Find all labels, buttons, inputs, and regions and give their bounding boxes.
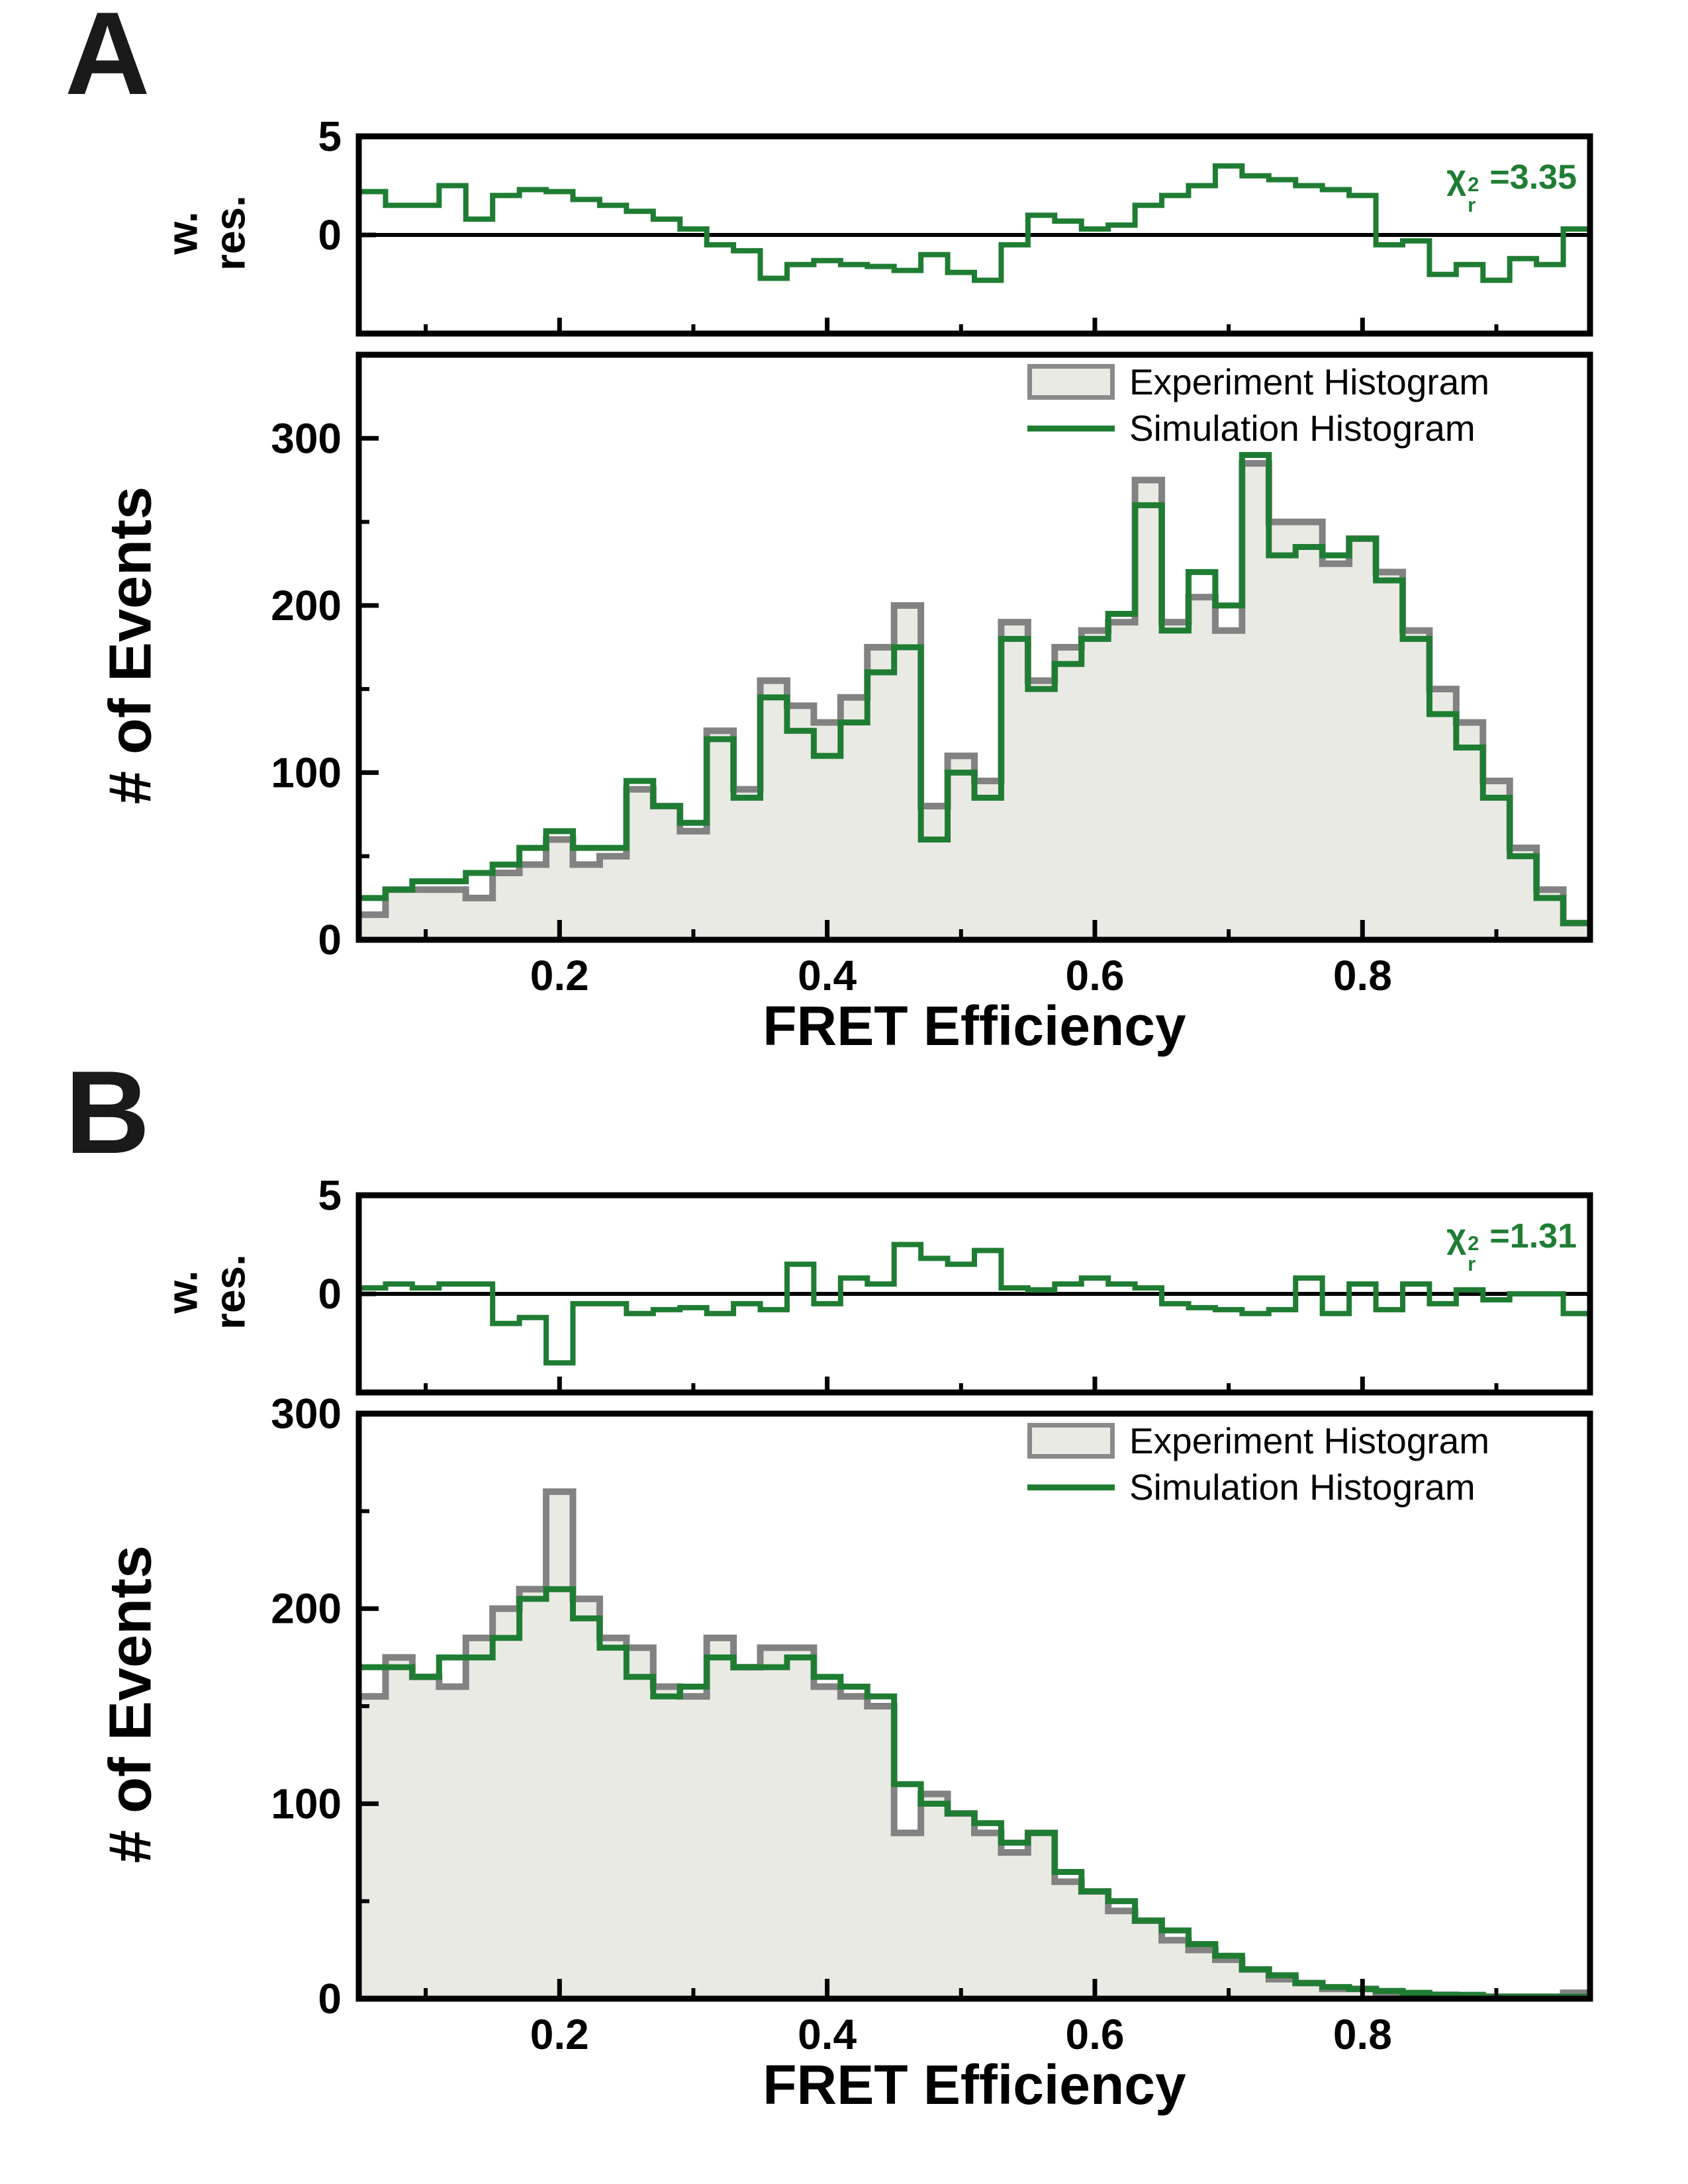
- residuals-plot: 05: [318, 113, 1593, 337]
- plot-frame: [355, 351, 1593, 943]
- chi-equals: =: [1489, 158, 1510, 197]
- experiment-swatch: [1027, 1423, 1115, 1459]
- simulation-line-icon: [1027, 425, 1115, 432]
- chi-squared-annotation: χ 2 r =1.31: [1446, 1216, 1577, 1275]
- experiment-fill: [359, 1491, 1590, 1999]
- legend-simulation-label: Simulation Histogram: [1129, 408, 1476, 449]
- legend-experiment-label: Experiment Histogram: [1129, 1420, 1490, 1461]
- legend: Experiment Histogram Simulation Histogra…: [1027, 361, 1489, 449]
- residuals-step-line: [359, 163, 1590, 283]
- y-tick-label: 200: [271, 582, 342, 629]
- simulation-step-line: [359, 452, 1590, 927]
- legend-simulation-label: Simulation Histogram: [1129, 1467, 1476, 1508]
- y-tick-label: 0: [318, 916, 342, 964]
- y-axis-label: # of Events: [97, 1545, 164, 1864]
- y-tick-label: 300: [271, 1390, 342, 1437]
- x-tick-label: 0.2: [530, 952, 589, 999]
- simulation-step-line: [359, 1586, 1590, 2000]
- experiment-fill: [359, 463, 1590, 940]
- y-tick-label: 0: [318, 211, 342, 259]
- legend-experiment-label: Experiment Histogram: [1129, 361, 1490, 402]
- chi-squared-annotation: χ 2 r =3.35: [1446, 158, 1577, 216]
- x-tick-label: 0.2: [530, 2011, 589, 2058]
- histogram-plot: 0 100 200 300 0.2 0.4 0.6 0.8: [271, 351, 1593, 999]
- simulation-swatch: [1027, 410, 1115, 446]
- x-tick-label: 0.6: [1065, 952, 1124, 999]
- residuals-step-line: [359, 1242, 1590, 1366]
- x-tick-label: 0.8: [1333, 2011, 1392, 2058]
- x-tick-label: 0.6: [1065, 2011, 1124, 2058]
- simulation-swatch: [1027, 1469, 1115, 1505]
- experiment-swatch: [1027, 364, 1115, 400]
- chi-symbol: χ: [1446, 158, 1467, 197]
- y-tick-label: 200: [271, 1585, 342, 1633]
- legend-entry-simulation: Simulation Histogram: [1027, 408, 1489, 449]
- x-axis-label: FRET Efficiency: [763, 995, 1186, 1057]
- legend-entry-simulation: Simulation Histogram: [1027, 1467, 1489, 1508]
- x-tick-label: 0.4: [798, 2011, 857, 2058]
- panel-letter: B: [65, 1046, 150, 1178]
- y-tick-label: 100: [271, 1780, 342, 1827]
- x-tick-label: 0.8: [1333, 952, 1392, 999]
- chi-symbol: χ: [1446, 1217, 1467, 1255]
- chi-equals: =: [1489, 1217, 1510, 1255]
- x-tick-label: 0.4: [798, 952, 857, 999]
- y-tick-label: 5: [318, 113, 342, 160]
- y-tick-label: 100: [271, 749, 342, 796]
- panel-letter: A: [65, 0, 150, 119]
- chi-value: 1.31: [1509, 1217, 1577, 1255]
- legend-entry-experiment: Experiment Histogram: [1027, 361, 1489, 402]
- y-tick-label: 300: [271, 414, 342, 462]
- simulation-line-icon: [1027, 1484, 1115, 1490]
- legend: Experiment Histogram Simulation Histogra…: [1027, 1420, 1489, 1508]
- y-axis-label: # of Events: [97, 486, 164, 805]
- y-tick-label: 0: [318, 1270, 342, 1318]
- y-tick-label: 5: [318, 1171, 342, 1219]
- histogram-plot: 0 100 200 300 0.2 0.4 0.6 0.8: [271, 1390, 1593, 2058]
- residuals-plot: 05: [318, 1171, 1593, 1396]
- chi-value: 3.35: [1509, 158, 1577, 197]
- legend-entry-experiment: Experiment Histogram: [1027, 1420, 1489, 1461]
- y-tick-label: 0: [318, 1975, 342, 2023]
- x-axis-label: FRET Efficiency: [763, 2054, 1186, 2116]
